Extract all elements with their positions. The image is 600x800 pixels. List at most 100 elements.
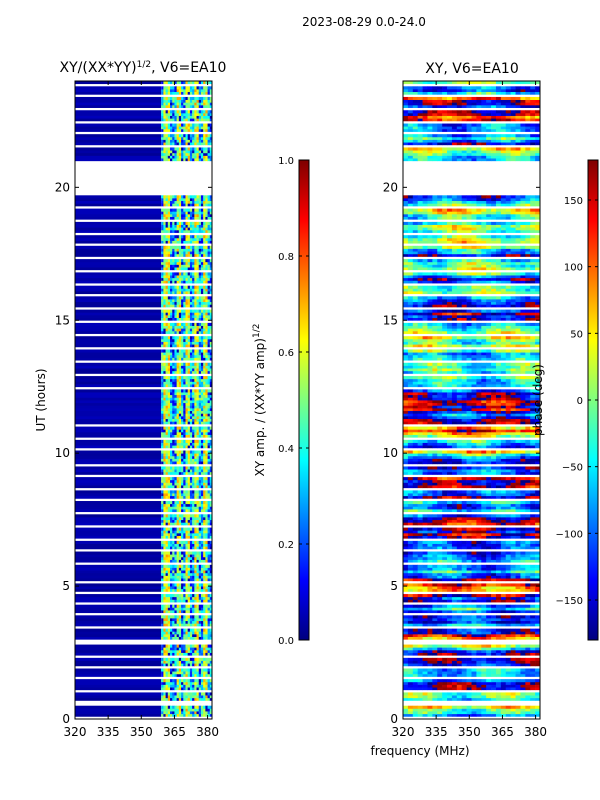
amplitude-active-cell [207,599,211,603]
amplitude-active-cell [185,607,188,611]
amplitude-active-cell [161,115,164,119]
amplitude-active-cell [161,104,164,108]
amplitude-active-cell [178,317,182,321]
amplitude-active-cell [185,546,188,550]
amplitude-active-cell [176,86,180,90]
amplitude-active-cell [185,501,188,505]
amplitude-active-cell [185,572,188,576]
amplitude-active-cell [194,572,197,576]
amplitude-active-cell [170,277,173,281]
amplitude-active-cell [178,679,182,683]
amplitude-active-cell [183,445,186,449]
phase-cell [505,708,511,712]
amplitude-active-cell [165,652,169,656]
amplitude-active-cell [176,535,180,539]
amplitude-active-cell [170,572,173,576]
amplitude-active-cell [185,429,188,433]
amplitude-active-cell [200,221,204,225]
amplitude-active-cell [163,506,166,510]
amplitude-active-cell [178,298,182,303]
amplitude-active-cell [192,123,195,127]
amplitude-active-cell [187,636,191,640]
amplitude-active-cell [165,466,169,470]
phase-cell [491,695,497,699]
amplitude-active-cell [181,445,184,449]
amplitude-active-cell [203,535,206,539]
phase-cell [456,687,463,691]
amplitude-active-cell [176,301,180,305]
amplitude-active-cell [183,142,186,146]
phase-cell [471,673,477,677]
phase-cell [486,697,492,701]
amplitude-active-cell [207,671,211,675]
amplitude-active-cell [207,376,211,380]
amplitude-active-cell [189,636,193,640]
amplitude-active-cell [209,564,213,568]
amplitude-active-cell [178,227,182,231]
amplitude-active-cell [203,110,206,114]
amplitude-active-cell [194,354,197,358]
amplitude-active-cell [194,384,197,388]
phase-cell [412,647,418,651]
amplitude-active-cell [194,617,197,622]
amplitude-active-cell [181,570,184,574]
phase-cell [520,705,526,709]
amplitude-active-cell [178,267,182,271]
amplitude-active-cell [185,330,188,334]
amplitude-active-cell [192,314,195,318]
amplitude-active-cell [176,197,180,202]
amplitude-active-cell [170,559,173,563]
amplitude-active-cell [167,543,171,547]
amplitude-active-cell [192,695,195,699]
amplitude-active-cell [174,136,177,140]
amplitude-active-cell [194,556,197,560]
amplitude-active-cell [170,649,173,653]
amplitude-active-cell [174,370,177,374]
amplitude-active-cell [167,455,171,459]
amplitude-active-cell [176,381,180,385]
amplitude-active-cell [209,370,213,374]
amplitude-active-cell [181,237,184,241]
amplitude-active-cell [163,115,166,119]
amplitude-active-cell [178,530,182,534]
amplitude-active-cell [200,96,204,101]
phase-cell [491,671,497,675]
amplitude-active-cell [194,91,197,95]
amplitude-active-cell [194,546,197,550]
amplitude-active-cell [174,224,177,228]
amplitude-active-cell [161,123,164,127]
amplitude-active-cell [205,208,208,212]
phase-cell [491,681,497,685]
amplitude-active-cell [185,461,188,465]
phase-cell [471,705,477,709]
amplitude-active-cell [189,224,193,228]
amplitude-active-cell [192,671,195,675]
amplitude-active-cell [203,466,206,470]
amplitude-active-cell [209,322,213,326]
amplitude-active-cell [196,458,200,462]
amplitude-active-cell [167,338,171,342]
amplitude-active-cell [196,267,200,271]
amplitude-active-cell [174,378,177,382]
amplitude-active-cell [172,344,175,348]
amplitude-active-cell [187,128,191,132]
amplitude-active-cell [203,224,206,228]
amplitude-active-cell [178,615,182,619]
amplitude-active-cell [167,610,171,614]
amplitude-active-cell [174,692,177,696]
amplitude-active-cell [207,389,211,393]
amplitude-active-cell [189,410,193,414]
phase-cell [495,649,502,653]
amplitude-active-cell [167,123,171,127]
amplitude-active-cell [174,301,177,305]
amplitude-active-cell [207,285,211,289]
amplitude-active-cell [174,400,177,404]
amplitude-active-cell [209,421,213,425]
amplitude-active-cell [163,253,166,257]
phase-cell [530,673,536,677]
amplitude-active-cell [203,376,206,380]
amplitude-active-cell [176,522,180,526]
amplitude-active-cell [170,705,173,709]
phase-cell [476,679,482,683]
phase-cell [442,708,448,712]
